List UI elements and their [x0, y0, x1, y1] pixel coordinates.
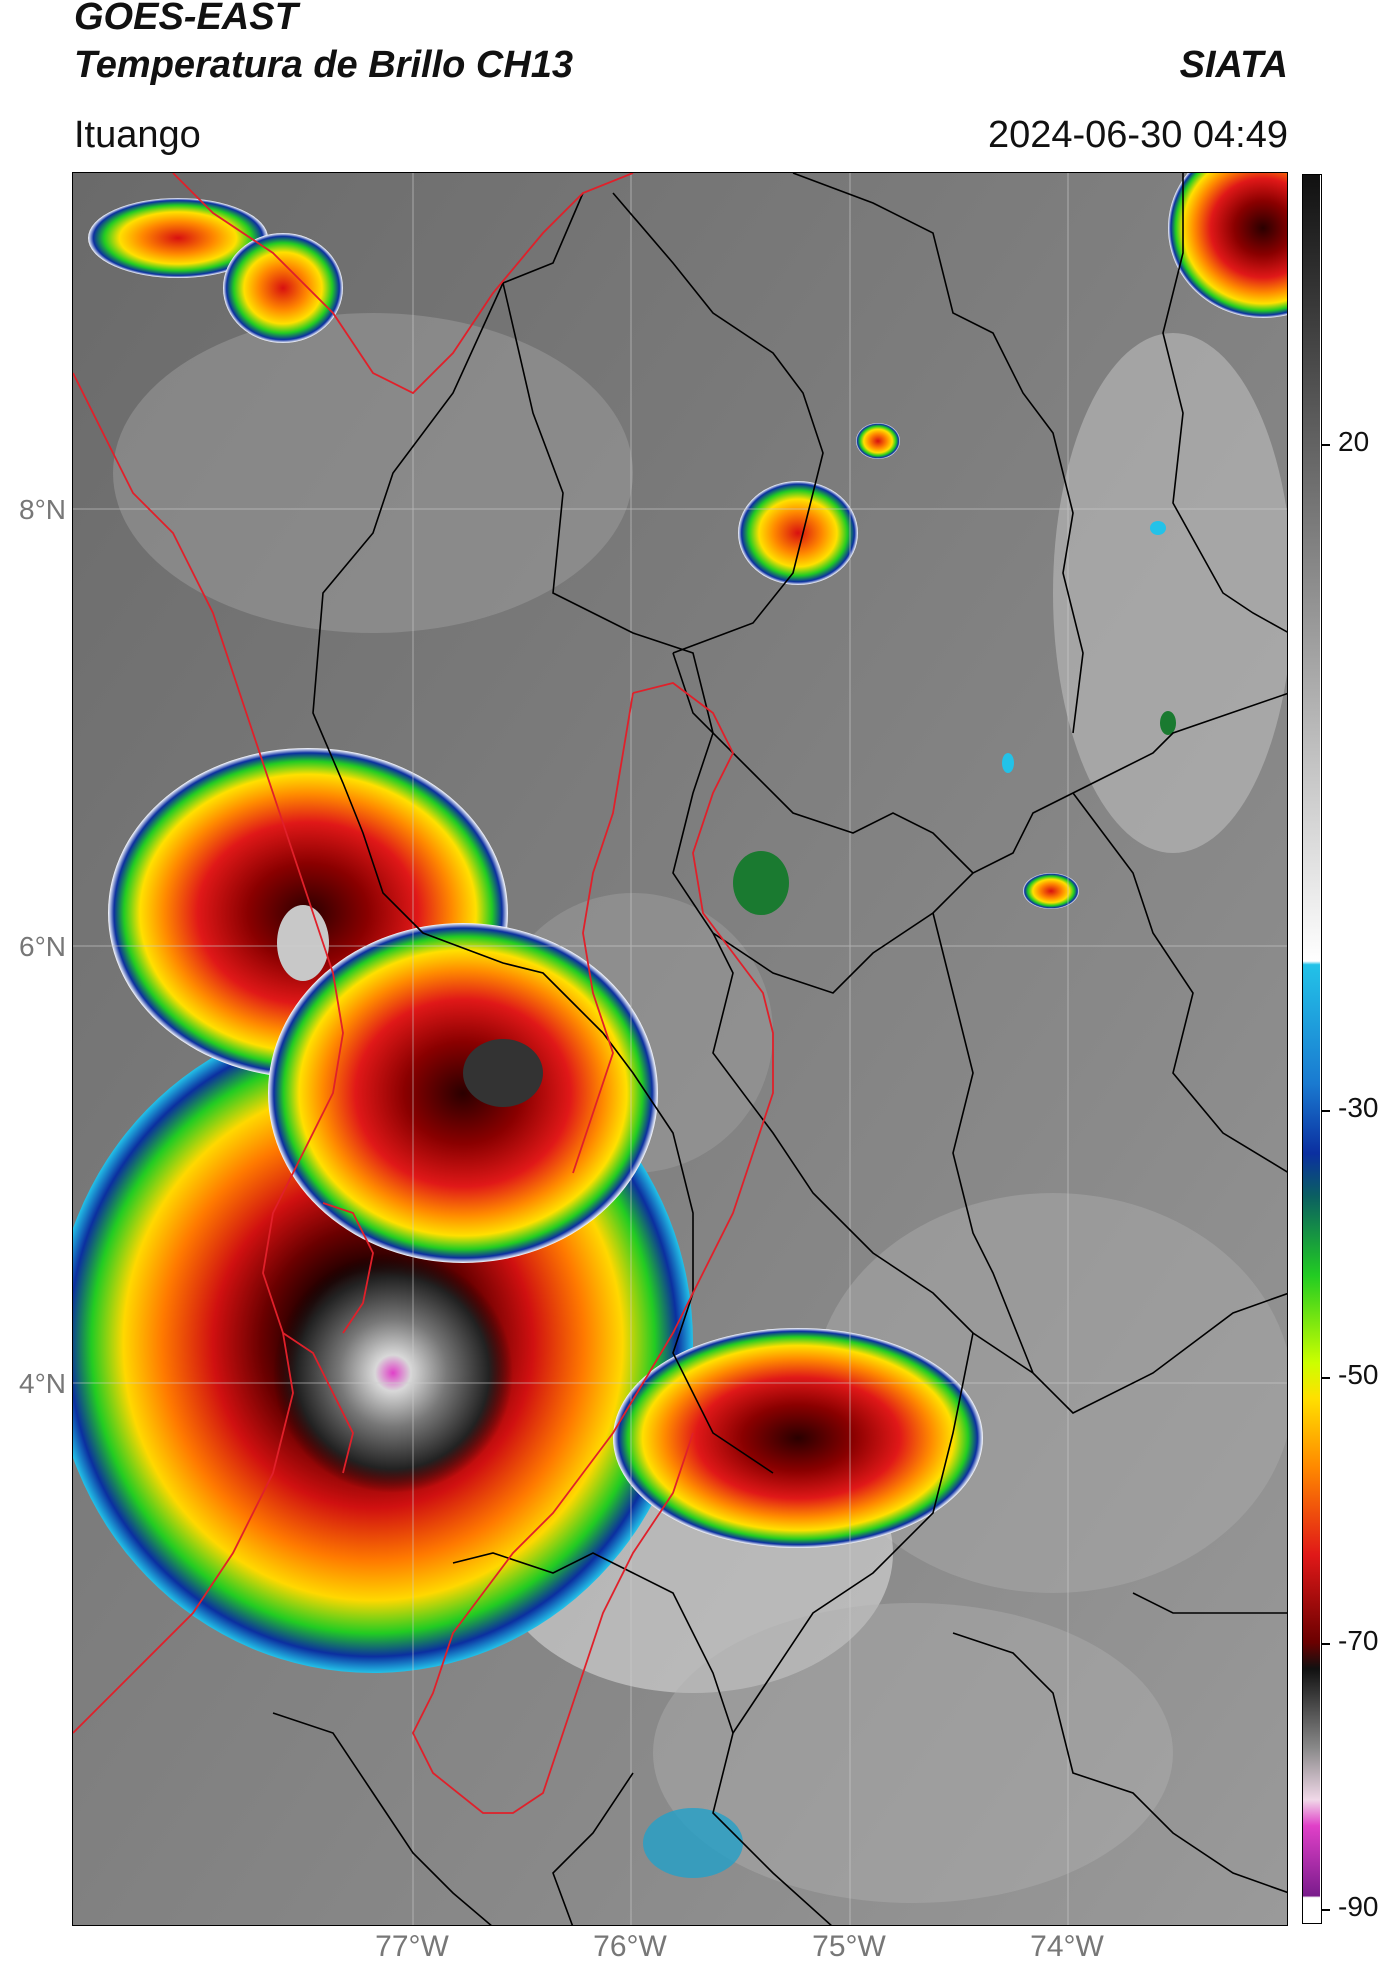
storm-east [613, 1328, 983, 1548]
cbar-tick-minus50: -50 [1338, 1359, 1379, 1390]
cbar-tickmark [1322, 1110, 1330, 1112]
lon-label-75w: 75°W [812, 1930, 886, 1963]
cbar-tickmark [1322, 1377, 1330, 1379]
region-label: Ituango [74, 114, 201, 156]
cbar-tickmark [1322, 1909, 1330, 1911]
lon-label-76w: 76°W [593, 1930, 667, 1963]
cbar-tick-20: 20 [1338, 426, 1370, 457]
satellite-map [72, 172, 1288, 1926]
brand-label: SIATA [1179, 44, 1288, 86]
lat-label-6n: 6°N [19, 931, 66, 962]
lon-label-77w: 77°W [375, 1930, 449, 1963]
datetime-label: 2024-06-30 04:49 [987, 114, 1288, 156]
lat-label-8n: 8°N [19, 494, 66, 525]
cbar-tickmark [1322, 444, 1330, 446]
lon-label-74w: 74°W [1030, 1930, 1104, 1963]
cbar-tickmark [1322, 1643, 1330, 1645]
storm-center [268, 923, 658, 1263]
cbar-tick-minus30: -30 [1338, 1092, 1379, 1123]
cbar-tick-minus90: -90 [1338, 1891, 1379, 1922]
colorbar [1302, 174, 1322, 1924]
cbar-tick-minus70: -70 [1338, 1625, 1379, 1656]
satellite-title: GOES-EAST [74, 0, 298, 38]
lat-label-4n: 4°N [19, 1368, 66, 1399]
storm-core-cold [273, 1253, 513, 1493]
product-title: Temperatura de Brillo CH13 [74, 44, 574, 86]
